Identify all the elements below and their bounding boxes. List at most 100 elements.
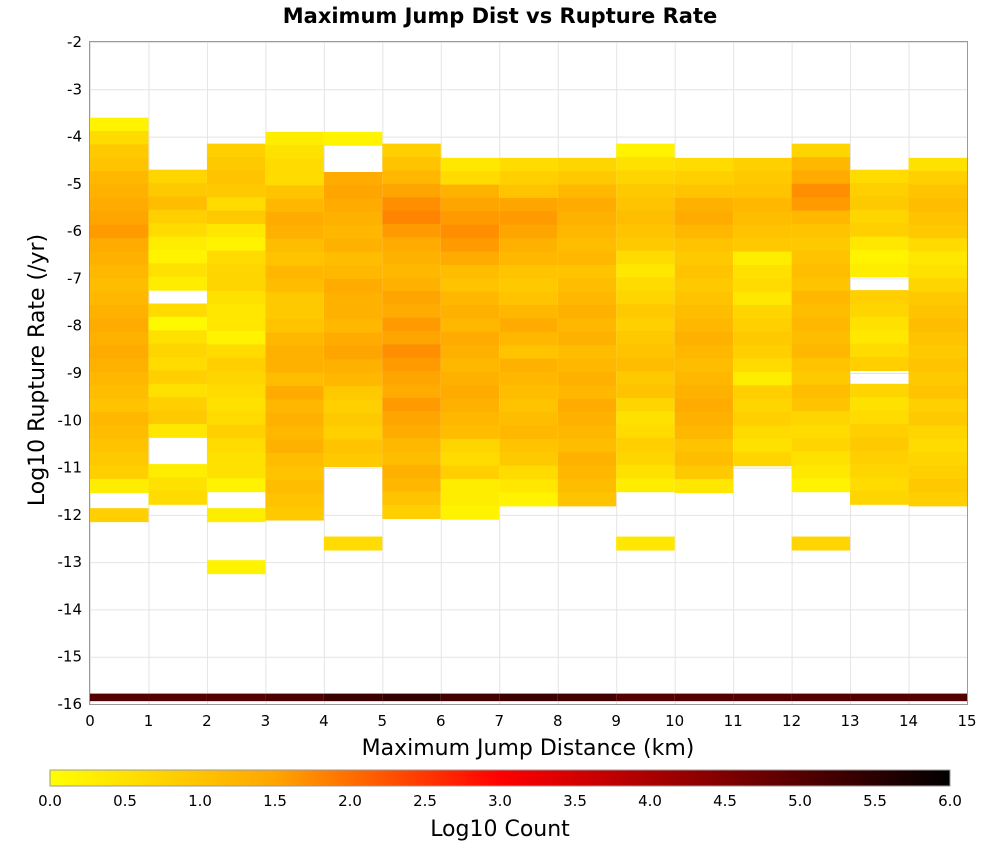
- heatmap-cell: [557, 238, 617, 253]
- heatmap-cell: [908, 693, 967, 702]
- heatmap-cell: [90, 264, 149, 279]
- heatmap-cell: [148, 343, 207, 358]
- heatmap-cell: [908, 452, 967, 467]
- heatmap-cell: [206, 508, 266, 523]
- heatmap-cell: [850, 209, 909, 224]
- heatmap-cell: [616, 250, 675, 265]
- heatmap-cell: [206, 157, 266, 172]
- heatmap-cell: [323, 279, 383, 294]
- heatmap-cell: [440, 264, 500, 279]
- heatmap-cell: [440, 197, 500, 212]
- heatmap-cell: [733, 251, 792, 266]
- heatmap-cell: [148, 209, 207, 224]
- heatmap-cell: [733, 398, 792, 413]
- heatmap-cell: [90, 438, 149, 453]
- heatmap-cell: [265, 466, 324, 481]
- heatmap-cell: [733, 171, 792, 186]
- heatmap-cell: [206, 384, 266, 399]
- heatmap-cell: [382, 197, 441, 212]
- heatmap-cell: [148, 183, 207, 198]
- heatmap-cell: [791, 304, 851, 319]
- heatmap-cell: [908, 331, 967, 346]
- heatmap-cell: [674, 278, 734, 293]
- heatmap-cell: [206, 304, 266, 319]
- colorbar-tick-label: 4.0: [638, 792, 662, 810]
- heatmap-cell: [206, 560, 266, 575]
- heatmap-cell: [382, 424, 441, 439]
- colorbar-tick-label: 3.0: [488, 792, 512, 810]
- heatmap-cell: [382, 317, 441, 332]
- heatmap-cell: [850, 290, 909, 305]
- heatmap-cell: [850, 437, 909, 452]
- heatmap-cell: [440, 479, 500, 493]
- heatmap-cell: [440, 398, 500, 413]
- heatmap-cell: [265, 493, 324, 508]
- x-tick-label: 2: [202, 712, 212, 730]
- x-axis-ticks: 0 1 2 3 4 5 6 7 8 9 10 11 12 13 14 15: [85, 712, 976, 730]
- heatmap-cell: [265, 131, 324, 146]
- heatmap-cell: [440, 505, 500, 520]
- heatmap-cell: [440, 184, 500, 199]
- heatmap-cell: [499, 197, 558, 212]
- heatmap-cell: [206, 237, 266, 252]
- heatmap-cell: [674, 371, 734, 386]
- heatmap-cell: [733, 385, 792, 400]
- heatmap-cell: [850, 383, 909, 398]
- heatmap-cell: [850, 223, 909, 238]
- heatmap-cell: [265, 185, 324, 200]
- heatmap-cell: [791, 693, 851, 702]
- heatmap-cell: [90, 171, 149, 186]
- colorbar-tick-label: 5.0: [788, 792, 812, 810]
- heatmap-cell: [499, 184, 558, 199]
- heatmap-cell: [382, 438, 441, 453]
- heatmap-cell: [499, 438, 558, 453]
- heatmap-cell: [557, 211, 617, 226]
- heatmap-cell: [616, 451, 675, 466]
- heatmap-cell: [616, 397, 675, 412]
- heatmap-cell: [557, 398, 617, 413]
- heatmap-cell: [382, 183, 441, 198]
- heatmap-cell: [90, 211, 149, 226]
- heatmap-cell: [323, 319, 383, 334]
- x-axis-label: Maximum Jump Distance (km): [362, 736, 695, 761]
- heatmap-cell: [616, 210, 675, 225]
- heatmap-cell: [557, 465, 617, 480]
- heatmap-cell: [440, 278, 500, 293]
- heatmap-cell: [850, 477, 909, 492]
- heatmap-cell: [440, 345, 500, 360]
- y-tick-label: -10: [58, 411, 83, 429]
- heatmap-cell: [674, 264, 734, 279]
- heatmap-cell: [206, 371, 266, 386]
- heatmap-cell: [148, 423, 207, 438]
- heatmap-cell: [733, 264, 792, 279]
- heatmap-cell: [499, 398, 558, 413]
- heatmap-cell: [206, 210, 266, 225]
- x-tick-label: 13: [841, 712, 860, 730]
- colorbar-tick-label: 2.0: [338, 792, 362, 810]
- heatmap-cell: [265, 399, 324, 414]
- heatmap-cell: [674, 197, 734, 212]
- heatmap-cell: [850, 263, 909, 278]
- heatmap-cell: [206, 277, 266, 292]
- x-tick-label: 11: [724, 712, 743, 730]
- heatmap-cell: [90, 371, 149, 386]
- heatmap-cell: [908, 251, 967, 266]
- heatmap-cell: [323, 439, 383, 454]
- heatmap-cell: [674, 291, 734, 306]
- heatmap-cell: [206, 264, 266, 279]
- heatmap-cell: [557, 318, 617, 333]
- colorbar-tick-label: 1.0: [188, 792, 212, 810]
- heatmap-cell: [148, 330, 207, 345]
- heatmap-cell: [206, 411, 266, 426]
- heatmap-cell: [323, 171, 383, 186]
- heatmap-cell: [791, 331, 851, 345]
- heatmap-cell: [90, 305, 149, 319]
- heatmap-cell: [148, 223, 207, 238]
- colorbar-tick-label: 1.5: [263, 792, 287, 810]
- heatmap-cell: [791, 264, 851, 279]
- heatmap-cell: [265, 279, 324, 294]
- heatmap-cell: [908, 398, 967, 413]
- heatmap-cell: [616, 157, 675, 172]
- heatmap-cell: [206, 438, 266, 453]
